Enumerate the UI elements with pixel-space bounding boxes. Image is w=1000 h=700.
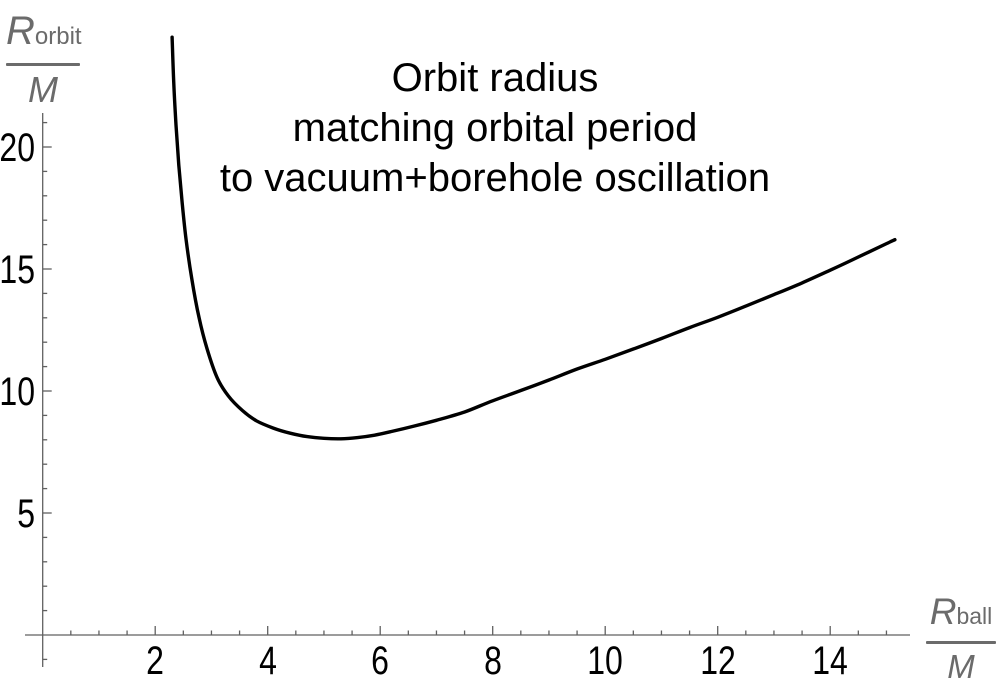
x-tick-label-14: 14 bbox=[812, 639, 848, 683]
plot-title-line-3: to vacuum+borehole oscillation bbox=[219, 156, 771, 200]
plot-title-line-2: matching orbital period bbox=[292, 106, 698, 150]
y-tick-label-10: 10 bbox=[0, 370, 35, 414]
y-axis-label: Rorbit M bbox=[6, 9, 82, 110]
x-axis-label-numerator: Rball bbox=[926, 592, 996, 636]
x-tick-label-4: 4 bbox=[258, 639, 277, 683]
x-tick-label-12: 12 bbox=[699, 639, 736, 683]
y-axis-label-symbol: R bbox=[6, 9, 35, 53]
x-axis-fraction-bar bbox=[926, 641, 996, 644]
x-tick-label-10: 10 bbox=[587, 639, 623, 683]
y-axis-label-denominator: M bbox=[28, 69, 58, 110]
x-tick-label-6: 6 bbox=[371, 639, 390, 683]
plot-title: Orbit radius matching orbital period to … bbox=[0, 53, 1000, 203]
x-axis-label-symbol: R bbox=[929, 591, 957, 632]
orbit-radius-curve bbox=[170, 35, 897, 441]
plot-title-line-1: Orbit radius bbox=[391, 56, 599, 100]
y-axis-label-numerator: Rorbit bbox=[6, 9, 82, 58]
y-tick-label-5: 5 bbox=[17, 492, 35, 536]
x-tick-label-2: 2 bbox=[146, 639, 165, 683]
x-axis-label-denominator: M bbox=[947, 648, 975, 685]
y-axis-fraction-bar bbox=[6, 63, 80, 66]
x-axis-label-subscript: ball bbox=[956, 603, 993, 629]
y-axis-label-subscript: orbit bbox=[34, 23, 82, 50]
x-tick-label-8: 8 bbox=[483, 639, 502, 683]
y-tick-label-15: 15 bbox=[0, 248, 35, 292]
y-tick-label-20: 20 bbox=[0, 126, 35, 170]
x-axis-label: Rball M bbox=[926, 592, 996, 683]
